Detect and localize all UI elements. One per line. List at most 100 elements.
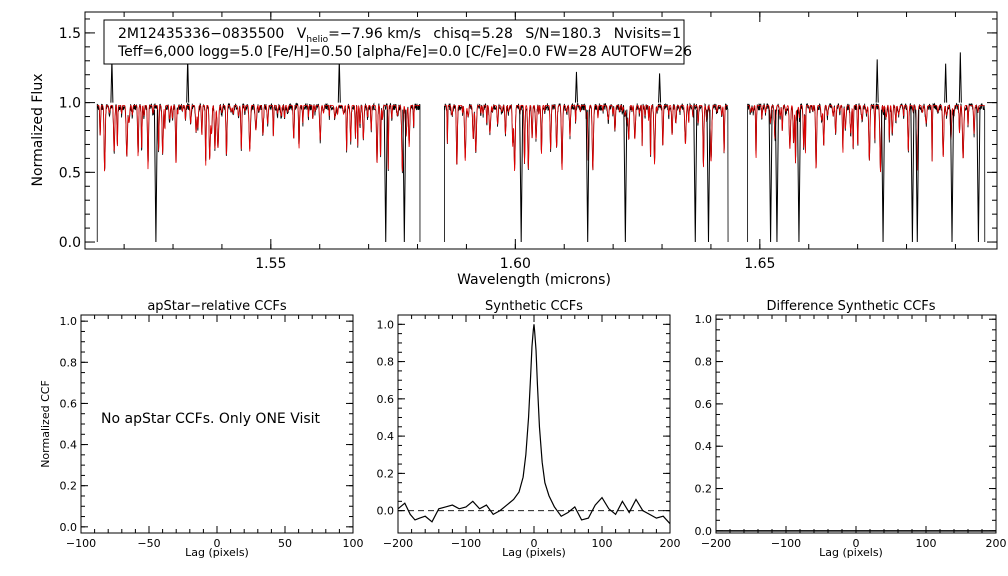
y-tick-label: 0.8: [60, 356, 78, 369]
x-tick-label: −100: [771, 537, 801, 550]
no-apstar-message: No apStar CCFs. Only ONE Visit: [101, 411, 321, 427]
y-tick-label: 0.0: [377, 505, 395, 518]
synthetic-ccf-x-axis-label: Lag (pixels): [502, 546, 566, 559]
bad-pixel-dip: [976, 109, 981, 243]
y-tick-label: 0.2: [377, 467, 395, 480]
x-tick-label: 50: [278, 537, 292, 550]
y-tick-label: 0.4: [60, 439, 78, 452]
y-tick-label: 0.4: [695, 440, 713, 453]
emission-spike: [658, 73, 662, 103]
emission-spike: [337, 59, 341, 103]
x-tick-label: −50: [137, 537, 160, 550]
apstar-ccf-y-axis-label: Normalized CCF: [39, 380, 52, 468]
bad-pixel-dip: [706, 109, 711, 243]
x-tick-label: −200: [701, 537, 731, 550]
spectrum-lines: [96, 52, 986, 243]
spectrum-info-box: [103, 19, 685, 65]
y-tick-label: 0.6: [377, 393, 395, 406]
synthetic-ccf-frame: [397, 314, 671, 534]
y-tick-label: 1.0: [695, 313, 713, 326]
bad-pixel-dip: [402, 109, 407, 243]
nvisits-value: Nvisits=1: [614, 26, 681, 42]
vhelio-value: =−7.96 km/s: [328, 26, 421, 42]
model-spectrum-chip-1: [97, 104, 420, 172]
emission-spike: [944, 63, 948, 103]
difference-ccf-title: Difference Synthetic CCFs: [766, 299, 935, 314]
apstar-ccf-x-axis-label: Lag (pixels): [185, 546, 249, 559]
difference-ccf-panel: Difference Synthetic CCFs −200 −100 0 100 20…: [695, 299, 1007, 559]
y-tick-label: 1.0: [59, 96, 81, 112]
bad-pixel-dip: [585, 109, 590, 243]
model-spectrum-chip-3: [747, 104, 985, 173]
snr-value: S/N=180.3: [525, 26, 601, 42]
bad-pixel-dip: [153, 109, 158, 243]
spectrum-y-axis-label: Normalized Flux: [30, 74, 46, 187]
spectrum-info-params: Teff=6,000 logg=5.0 [Fe/H]=0.50 [alpha/F…: [117, 44, 692, 60]
y-tick-label: 1.0: [377, 318, 395, 331]
y-tick-label: 0.2: [695, 483, 713, 496]
bad-pixel-dip: [910, 109, 915, 243]
emission-spike: [875, 59, 879, 103]
x-tick-label: 1.55: [255, 256, 286, 272]
x-tick-label: 0: [853, 537, 860, 550]
vhelio-label: V: [297, 26, 307, 42]
y-tick-label: 1.0: [60, 315, 78, 328]
y-tick-label: 0.0: [59, 235, 81, 251]
emission-spike: [958, 52, 962, 103]
spectrum-x-axis-label: Wavelength (microns): [457, 272, 611, 288]
x-tick-label: 100: [916, 537, 937, 550]
bad-pixel-dip: [774, 109, 779, 243]
synthetic-ccf-panel: Synthetic CCFs −200 −100 0 100 200 0.0 0.2 0.4 0…: [377, 299, 681, 559]
bad-pixel-dip: [950, 109, 955, 243]
x-tick-label: 0: [214, 537, 221, 550]
y-tick-label: 0.0: [60, 521, 78, 534]
emission-spike: [574, 71, 578, 103]
spectrum-info-line1: 2M12435336−0835500 Vhelio=−7.96 km/s chi…: [118, 26, 681, 45]
vhelio-subscript: helio: [306, 35, 328, 45]
bad-pixel-dip: [796, 109, 801, 243]
spectrum-ticks: 1.55 1.60 1.65 0.0 0.5 1.0 1.5: [59, 12, 997, 272]
emission-spike: [110, 59, 114, 103]
chisq-value: chisq=5.28: [433, 26, 513, 42]
x-tick-label: −100: [451, 537, 481, 550]
observed-spectrum-chip-1: [96, 102, 421, 243]
apstar-ccf-panel: apStar−relative CCFs −100 −50 0 50 100 0.0 0.2…: [39, 299, 364, 559]
x-tick-label: 100: [592, 537, 613, 550]
y-tick-label: 0.2: [60, 480, 78, 493]
y-tick-label: 0.8: [377, 356, 395, 369]
y-tick-label: 0.5: [59, 165, 81, 181]
x-tick-label: 0: [531, 537, 538, 550]
y-tick-label: 1.5: [59, 26, 81, 42]
x-tick-label: 1.60: [500, 256, 531, 272]
synthetic-ccf-title: Synthetic CCFs: [485, 299, 583, 314]
observed-spectrum-chip-3: [747, 102, 986, 243]
x-tick-label: 200: [660, 537, 681, 550]
x-tick-label: 200: [986, 537, 1007, 550]
y-tick-label: 0.8: [695, 356, 713, 369]
bad-pixel-dip: [915, 109, 920, 243]
y-tick-label: 0.0: [695, 525, 713, 538]
difference-ccf-frame: [715, 314, 997, 534]
difference-ccf-ticks: −200 −100 0 100 200 0.0 0.2 0.4 0.6 0.8 1.0: [695, 313, 1007, 550]
x-tick-label: 1.65: [744, 256, 775, 272]
star-id: 2M12435336−0835500: [118, 26, 284, 42]
bad-pixel-dip: [881, 109, 886, 243]
bad-pixel-dip: [383, 109, 388, 243]
synthetic-ccf-lines: [397, 324, 671, 525]
difference-ccf-x-axis-label: Lag (pixels): [819, 546, 883, 559]
y-tick-label: 0.6: [60, 397, 78, 410]
y-tick-label: 0.6: [695, 398, 713, 411]
spectrum-panel: 1.55 1.60 1.65 0.0 0.5 1.0 1.5 2M12435336−0835…: [30, 11, 998, 288]
x-tick-label: −200: [383, 537, 413, 550]
x-tick-label: −100: [66, 537, 96, 550]
apstar-ccf-ticks: −100 −50 0 50 100 0.0 0.2 0.4 0.6 0.8 1.0: [60, 315, 364, 550]
bad-pixel-dip: [519, 109, 524, 243]
bad-pixel-dip: [623, 109, 628, 243]
synthetic-ccf-curve: [397, 324, 671, 525]
bad-pixel-dip: [693, 109, 698, 243]
synthetic-ccf-ticks: −200 −100 0 100 200 0.0 0.2 0.4 0.6 0.8 1.0: [377, 315, 681, 550]
apstar-ccf-title: apStar−relative CCFs: [147, 299, 287, 314]
emission-spike: [186, 57, 190, 103]
x-tick-label: 100: [343, 537, 364, 550]
